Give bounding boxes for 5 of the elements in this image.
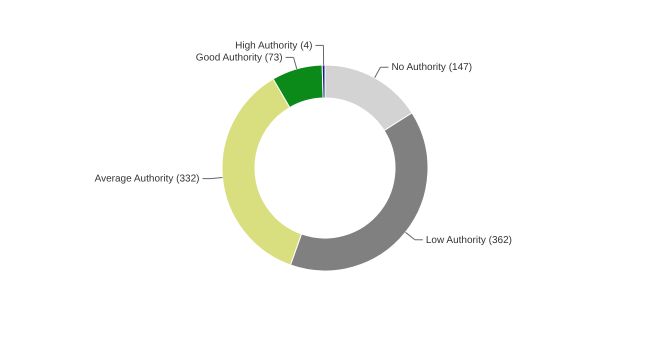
slice-label: Good Authority (73) bbox=[196, 52, 283, 64]
slice-label: High Authority (4) bbox=[235, 40, 312, 52]
slice-label: Average Authority (332) bbox=[94, 174, 200, 185]
slice-label: Low Authority (362) bbox=[426, 234, 512, 246]
slice-label: No Authority (147) bbox=[391, 62, 472, 74]
